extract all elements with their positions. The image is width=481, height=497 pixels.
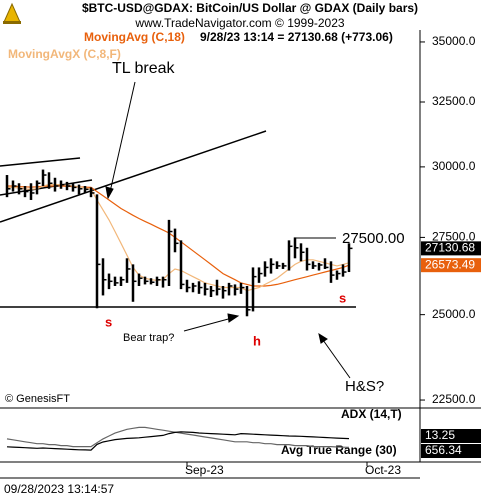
header-readout: 9/28/23 13:14 = 27130.68 (+773.06)	[200, 30, 393, 44]
annotation: s	[105, 314, 112, 329]
watermark: © GenesisFT	[5, 393, 70, 405]
last-price-label: 27130.68	[425, 241, 475, 255]
x-tick-label: Sep-23	[185, 463, 224, 477]
indicator-value-label: 13.25	[425, 428, 455, 442]
ma-value-box	[421, 258, 481, 273]
indicator-value-box	[421, 429, 481, 443]
indicator-value-label: 656.34	[425, 443, 462, 457]
line-series	[6, 431, 350, 451]
annotation: H&S?	[345, 378, 384, 395]
y-tick-label: 32500.0	[432, 94, 476, 108]
chart-subtitle: www.TradeNavigator.com © 1999-2023	[134, 16, 344, 30]
trendlines	[0, 130, 356, 308]
legend-entry: MovingAvg (C,18)	[84, 30, 185, 44]
legend-entry: MovingAvgX (C,8,F)	[8, 47, 121, 61]
indicator-value-box	[421, 444, 481, 458]
ma-value-label: 26573.49	[425, 257, 475, 271]
y-tick-label: 27500.0	[432, 230, 476, 244]
indicator-plot	[6, 426, 350, 451]
y-tick-label: 22500.0	[432, 392, 476, 406]
chart-title: $BTC-USD@GDAX: BitCoin/US Dollar @ GDAX …	[82, 1, 418, 15]
price-plot	[5, 169, 353, 317]
y-tick-label: 25000.0	[432, 307, 476, 321]
arrows	[105, 81, 351, 379]
last-price-box	[421, 241, 481, 256]
annotation: h	[253, 333, 261, 348]
y-tick-label: 35000.0	[432, 34, 476, 48]
x-tick-label: Oct-23	[365, 463, 401, 477]
annotation: Bear trap?	[123, 332, 174, 344]
annotation: s	[339, 290, 346, 305]
line-series	[7, 185, 350, 287]
y-tick-label: 30000.0	[432, 159, 476, 173]
legend-entry: ADX (14,T)	[341, 407, 402, 421]
timestamp: 09/28/2023 13:14:57	[4, 482, 114, 496]
annotation: TL break	[112, 60, 176, 77]
logo	[3, 2, 21, 24]
annotation: 27500.00	[342, 230, 405, 247]
